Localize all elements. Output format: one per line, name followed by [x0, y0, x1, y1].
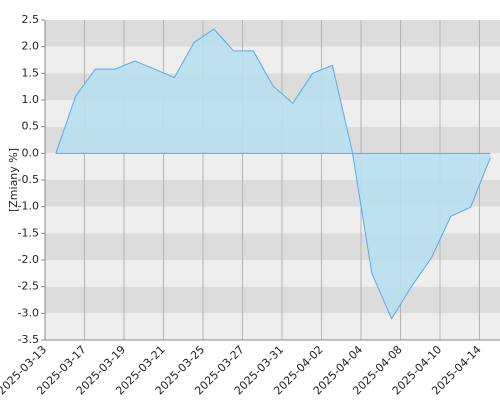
- y-tick-label: -1.5: [18, 226, 39, 239]
- y-tick-label: -2.5: [18, 280, 39, 293]
- grid-band: [45, 20, 500, 47]
- y-tick-label: -0.5: [18, 173, 39, 186]
- y-tick-label: 1.5: [22, 66, 40, 79]
- y-tick-label: 2.0: [22, 40, 40, 53]
- y-tick-label: 1.0: [22, 93, 40, 106]
- y-tick-label: -1.0: [18, 200, 39, 213]
- y-tick-label: 0.5: [22, 120, 40, 133]
- y-tick-label: -3.0: [18, 306, 39, 319]
- area-line: [55, 28, 491, 320]
- grid-band: [45, 313, 500, 340]
- grid-band: [45, 286, 500, 314]
- y-tick-label: 0.0: [22, 146, 40, 159]
- y-tick-label: 2.5: [22, 13, 40, 26]
- area-fill: [55, 29, 491, 319]
- y-tick-label: -3.5: [18, 333, 39, 346]
- y-tick-label: -2.0: [18, 253, 39, 266]
- grid-band: [45, 260, 500, 287]
- y-axis-label: [Zmiany %]: [7, 148, 20, 212]
